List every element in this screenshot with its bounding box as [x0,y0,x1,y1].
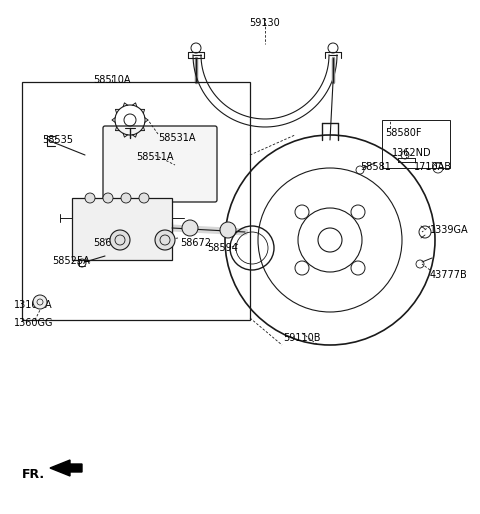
Text: 58594: 58594 [207,243,238,253]
Text: 58531A: 58531A [158,133,195,143]
Circle shape [33,295,47,309]
Text: 1362ND: 1362ND [392,148,432,158]
Text: 58672: 58672 [180,238,211,248]
Text: 58525A: 58525A [52,256,90,266]
Circle shape [121,193,131,203]
Circle shape [220,222,236,238]
Text: 58535: 58535 [42,135,73,145]
Text: FR.: FR. [22,468,45,481]
Circle shape [85,193,95,203]
Text: 58510A: 58510A [93,75,131,85]
Bar [382,120,450,168]
Circle shape [139,193,149,203]
Text: 1310DA: 1310DA [14,300,53,310]
Circle shape [110,230,130,250]
Bar [72,198,172,260]
Bar [22,82,250,320]
Text: 59130: 59130 [250,18,280,28]
Text: 58511A: 58511A [136,152,173,162]
Text: 1339GA: 1339GA [430,225,468,235]
Text: 59110B: 59110B [283,333,321,343]
FancyBboxPatch shape [103,126,217,202]
Text: 58581: 58581 [360,162,391,172]
Text: 43777B: 43777B [430,270,468,280]
Text: 1710AB: 1710AB [414,162,452,172]
Text: 1360GG: 1360GG [14,318,53,328]
Circle shape [103,193,113,203]
Text: 58580F: 58580F [385,128,421,138]
Polygon shape [50,460,82,476]
Text: 58672: 58672 [93,238,124,248]
Circle shape [155,230,175,250]
Circle shape [182,220,198,236]
